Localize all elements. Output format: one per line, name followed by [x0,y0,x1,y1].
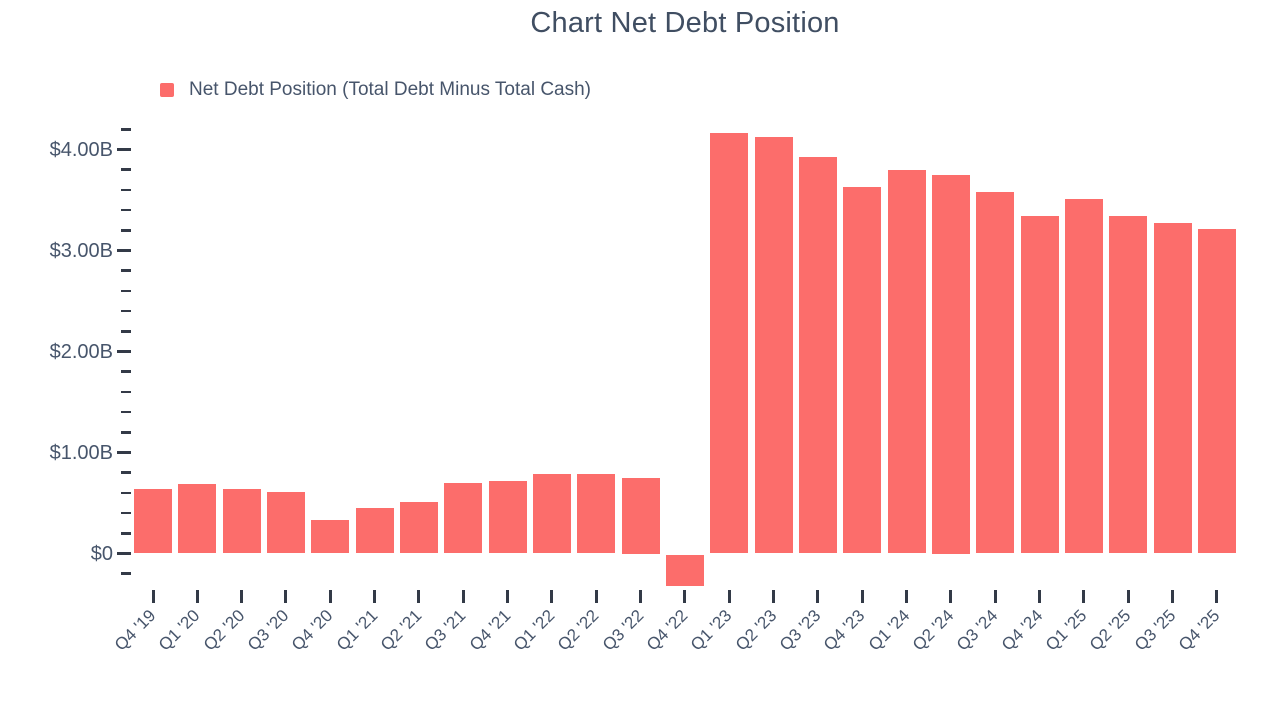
bar-q1-20 [178,483,217,554]
y-axis-label: $1.00B [49,441,113,464]
bar-q3-20 [266,491,305,554]
x-axis-tick [1082,590,1086,603]
bar-q2-22 [577,473,616,554]
bar-q3-22 [621,477,660,554]
bar-q2-23 [754,137,793,554]
bar-q2-21 [399,501,438,554]
y-axis-minor-tick [121,511,131,515]
y-axis-major-tick [117,451,131,454]
x-axis-tick [1038,590,1042,603]
bar-q2-20 [222,488,261,554]
x-axis-tick [1215,590,1219,603]
y-axis-minor-tick [121,128,131,131]
bar-q3-23 [798,156,837,554]
y-axis-minor-tick [121,269,131,272]
x-axis-tick [506,590,510,603]
x-axis-tick [727,590,731,603]
y-axis-major-tick [117,148,131,151]
x-axis-tick [949,590,953,603]
y-axis-minor-tick [121,289,131,293]
x-axis-tick [284,590,288,603]
x-axis-tick [417,590,421,603]
legend: Net Debt Position (Total Debt Minus Tota… [160,79,591,100]
bar-q4-24 [1020,216,1059,554]
y-axis-minor-tick [121,390,131,394]
bar-q3-24 [976,191,1015,554]
bar-q4-19 [134,488,172,554]
y-axis-minor-tick [121,532,131,535]
x-axis-tick [683,590,687,603]
x-axis-tick [816,590,820,603]
y-axis-major-tick [117,552,131,555]
y-axis-minor-tick [121,168,131,171]
y-axis-label: $2.00B [49,340,113,363]
bar-q4-23 [843,186,882,554]
bar-q3-21 [444,482,483,554]
y-axis-major-tick [117,350,131,353]
y-axis-minor-tick [121,208,131,212]
bar-q2-25 [1109,216,1148,554]
y-axis-minor-tick [121,491,131,495]
x-axis-tick [550,590,554,603]
y-axis-label: $4.00B [49,138,113,161]
bar-q4-20 [311,520,350,554]
y-axis-minor-tick [121,370,131,373]
x-axis-tick [151,590,155,603]
bar-q1-21 [355,508,394,554]
bar-q1-25 [1064,198,1103,554]
y-axis-label: $3.00B [49,239,113,262]
bar-q1-23 [710,133,749,554]
x-axis-tick [905,590,909,603]
y-axis-minor-tick [121,431,131,434]
y-axis-minor-tick [121,229,131,232]
x-axis-tick [1171,590,1175,603]
x-axis-tick [195,590,199,603]
x-axis-tick [594,590,598,603]
x-axis-tick [993,590,997,603]
y-axis-label: $0 [90,542,113,565]
x-axis-tick [772,590,776,603]
x-axis-tick [240,590,244,603]
y-axis-minor-tick [121,309,131,313]
bar-q1-22 [532,473,571,554]
legend-swatch [160,83,174,97]
x-axis-tick [639,590,643,603]
x-axis-tick [328,590,332,603]
bar-q3-25 [1153,223,1192,554]
x-axis-tick [373,590,377,603]
bar-q4-22 [665,554,704,586]
bar-q4-25 [1197,229,1236,554]
y-axis-minor-tick [121,410,131,414]
y-axis-minor-tick [121,572,131,575]
x-axis-tick [461,590,465,603]
x-axis-tick [1126,590,1130,603]
x-axis-tick [860,590,864,603]
y-axis-minor-tick [121,188,131,192]
y-axis-major-tick [117,249,131,252]
y-axis-minor-tick [121,330,131,333]
bar-q4-21 [488,480,527,554]
legend-label: Net Debt Position (Total Debt Minus Tota… [189,79,591,100]
bar-q2-24 [931,174,970,554]
y-axis-minor-tick [121,471,131,474]
bar-q1-24 [887,169,926,554]
chart-title: Chart Net Debt Position [530,7,840,39]
